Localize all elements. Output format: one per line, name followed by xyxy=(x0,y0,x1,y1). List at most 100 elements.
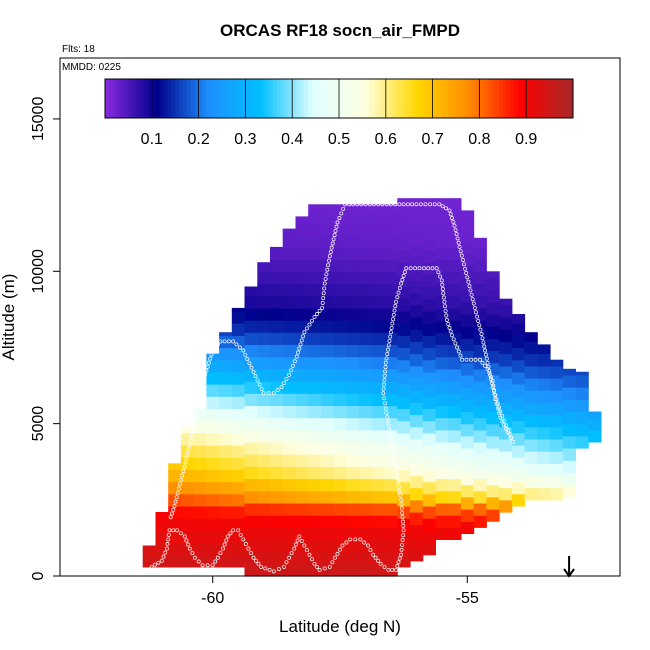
field-cell xyxy=(333,204,347,211)
field-cell xyxy=(537,377,551,391)
field-cell xyxy=(206,445,220,458)
colorbar-segment xyxy=(206,79,211,118)
field-cell xyxy=(219,347,233,361)
track-point xyxy=(382,396,387,401)
track-point xyxy=(333,228,338,233)
field-cell xyxy=(473,441,487,455)
track-point xyxy=(444,318,449,322)
field-cell xyxy=(410,402,424,416)
y-tick-label: 0 xyxy=(30,571,47,580)
field-cell xyxy=(550,365,564,379)
colorbar-segment xyxy=(198,79,203,118)
track-point xyxy=(447,208,452,213)
field-cell xyxy=(511,457,526,470)
field-cell xyxy=(282,466,296,480)
colorbar-segment xyxy=(456,79,461,118)
track-point xyxy=(440,204,445,209)
field-cell xyxy=(537,414,551,428)
colorbar-segment xyxy=(296,79,301,118)
field-cell xyxy=(219,542,233,556)
field-cell xyxy=(193,542,207,556)
colorbar-segment xyxy=(108,79,114,118)
field-cell xyxy=(448,307,462,321)
track-point xyxy=(331,237,336,242)
field-cell xyxy=(499,499,513,513)
field-cell xyxy=(537,487,551,501)
field-cell xyxy=(346,563,360,577)
track-point xyxy=(405,202,410,207)
x-axis: -60 -55 xyxy=(201,576,479,607)
field-cell xyxy=(180,445,195,458)
track-point xyxy=(451,219,456,224)
field-cell xyxy=(460,521,475,534)
field-cell xyxy=(231,384,246,397)
field-cell xyxy=(320,368,335,382)
track-point xyxy=(172,503,177,508)
field-cell xyxy=(410,377,424,391)
field-cell xyxy=(397,335,411,349)
field-cell xyxy=(371,405,386,419)
track-point xyxy=(399,547,404,552)
field-cell xyxy=(333,527,347,540)
field-cell xyxy=(333,344,347,358)
field-cell xyxy=(270,295,284,309)
track-point xyxy=(351,202,356,207)
track-point xyxy=(222,339,227,344)
track-point xyxy=(400,519,405,524)
field-cell xyxy=(257,320,271,333)
field-cell xyxy=(460,338,475,352)
field-cell xyxy=(448,210,462,224)
colorbar-segment xyxy=(272,79,278,118)
field-cell xyxy=(422,445,436,458)
field-cell xyxy=(371,320,386,333)
field-cell xyxy=(308,417,322,431)
field-cell xyxy=(410,463,424,477)
field-cell xyxy=(410,256,424,269)
track-point xyxy=(279,385,284,390)
field-cell xyxy=(244,466,258,480)
track-point xyxy=(165,542,170,546)
track-point xyxy=(509,435,514,440)
field-cell xyxy=(448,381,462,394)
field-cell xyxy=(270,393,284,406)
track-point xyxy=(366,543,370,548)
field-cell xyxy=(257,490,271,504)
field-cell xyxy=(282,228,296,236)
track-point xyxy=(292,546,297,551)
track-point xyxy=(397,286,402,291)
field-cell xyxy=(499,475,513,489)
field-cell xyxy=(206,530,220,544)
field-cell xyxy=(384,527,398,540)
field-cell xyxy=(308,368,322,382)
field-cell xyxy=(460,448,475,461)
field-cell xyxy=(308,393,322,406)
field-cell xyxy=(499,304,513,318)
field-cell xyxy=(435,405,449,419)
field-cell xyxy=(333,381,347,394)
colorbar-segment xyxy=(120,79,125,118)
colorbar-segment xyxy=(385,79,391,118)
field-cell xyxy=(168,530,182,544)
flights-annotation: Flts: 18 xyxy=(62,44,95,55)
field-cell xyxy=(499,329,513,342)
field-cell xyxy=(397,323,411,336)
track-point xyxy=(196,559,201,564)
track-point xyxy=(215,555,220,560)
colorbar-segment xyxy=(140,79,145,118)
track-point xyxy=(368,548,373,553)
field-cell xyxy=(384,563,398,577)
track-point xyxy=(317,308,322,313)
track-point xyxy=(382,382,386,387)
field-cell xyxy=(448,320,462,333)
field-cell xyxy=(295,259,309,272)
colorbar-segment xyxy=(128,79,133,118)
field-cell xyxy=(193,445,207,458)
field-cell xyxy=(333,454,347,467)
track-point xyxy=(455,345,460,350)
field-cell xyxy=(410,451,424,464)
field-cell xyxy=(499,377,513,391)
field-cell xyxy=(333,295,347,309)
field-cell xyxy=(460,314,475,327)
colorbar-segment xyxy=(276,79,281,118)
field-cell xyxy=(206,542,220,556)
